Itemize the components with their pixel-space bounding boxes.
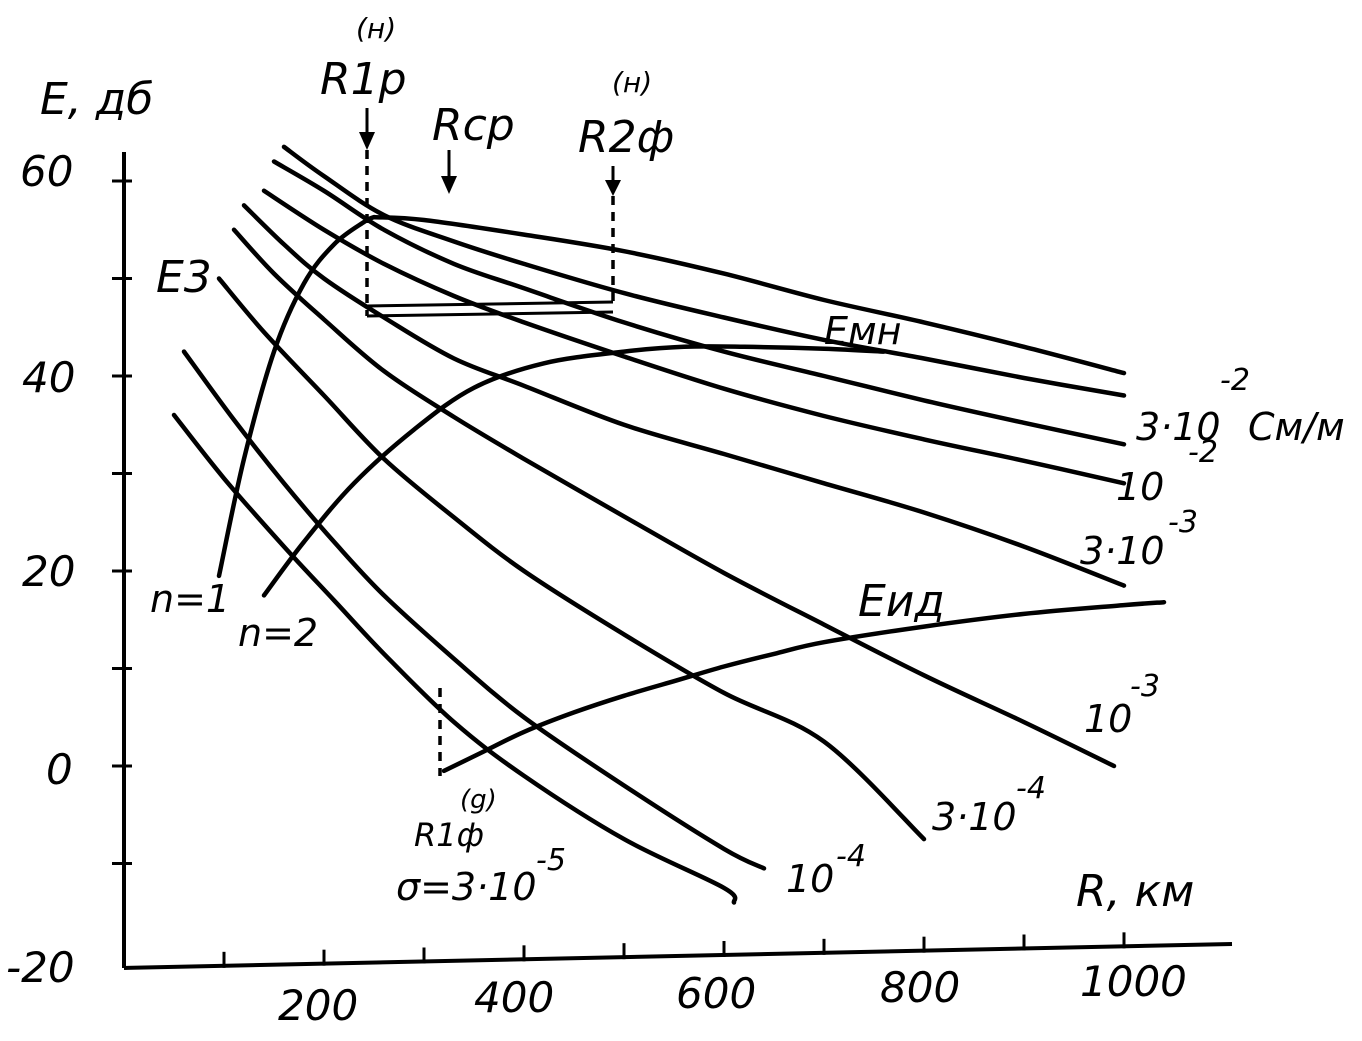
rcp-arrow-head [441,176,457,194]
y-axis-label: E, дб [40,74,153,125]
curve-series-4 [231,227,1117,769]
x-tick-label-400: 400 [474,973,554,1022]
curves [171,144,1167,905]
y-tick-label-40: 40 [22,353,75,402]
axes [122,152,1233,970]
conductivity-1e-2-exp: -2 [1188,435,1218,470]
curve-labels: E3 Eмн Eид n=1 n=2 3·10 -2 См/м 10 -2 3·… [150,252,1345,909]
emn-label: Eмн [824,309,902,353]
r2f-label: R2ф [578,112,674,163]
r2f-arrow-head [605,180,621,196]
r2f-sup-label: (н) [612,66,652,99]
x-tick-label-1000: 1000 [1080,957,1187,1006]
curve-series-9 [441,599,1167,774]
r1p-sup-label: (н) [356,12,396,45]
horizontal-bracket-upper [366,300,614,308]
curve-series-8 [371,214,1127,376]
r1f-label: R1ф [414,816,484,854]
curve-series-7 [171,412,738,905]
horizontal-bracket-lower [366,310,614,318]
y-tick-labels: 60 40 20 0 -20 [6,147,75,992]
x-tick-label-200: 200 [278,981,358,1030]
conductivity-3e-4-exp: -4 [1016,771,1046,806]
y-tick-label-60: 60 [20,147,73,196]
conductivity-3e-2-exp: -2 [1220,363,1250,398]
conductivity-3e-2-label: 3·10 [1136,405,1221,449]
conductivity-1e-4-exp: -4 [836,839,866,874]
conductivity-1e-3-label: 10 [1084,697,1132,741]
marker-labels: (н) R1p Rcp (н) R2ф (g) R1ф [320,12,674,854]
n2-label: n=2 [238,611,318,655]
conductivity-1e-4-label: 10 [786,857,834,901]
conductivity-1e-2-label: 10 [1116,465,1164,509]
e3-label: E3 [156,252,212,303]
conductivity-3e-3-label: 3·10 [1080,529,1165,573]
r1p-arrow-head [359,132,375,150]
marker-lines [359,108,621,776]
curve-series-1 [271,159,1127,447]
curve-series-10 [216,214,377,579]
conductivity-3e-5-label: σ=3·10 [396,865,537,909]
conductivity-3e-3-exp: -3 [1168,505,1198,540]
x-tick-label-800: 800 [880,963,960,1012]
n1-label: n=1 [150,577,230,621]
conductivity-3e-5-exp: -5 [536,843,566,878]
r1p-label: R1p [320,54,407,105]
x-axis-label: R, км [1076,866,1194,917]
y-tick-label-minus20: -20 [6,943,75,992]
x-tick-label-600: 600 [676,969,756,1018]
conductivity-1e-3-exp: -3 [1130,669,1160,704]
r1f-sup-label: (g) [460,785,497,815]
curve-series-5 [216,276,927,842]
x-axis [123,942,1233,970]
curve-series-3 [241,203,1127,588]
conductivity-unit-label: См/м [1248,405,1345,449]
eid-label: Eид [858,576,945,627]
tick-marks [112,179,1126,968]
y-tick-label-20: 20 [22,547,75,596]
curve-series-2 [261,188,1127,486]
curve-series-6 [181,349,767,871]
rcp-label: Rcp [432,100,515,151]
curve-series-11 [261,344,887,598]
x-tick-labels: 200 400 600 800 1000 [278,957,1187,1030]
y-tick-label-0: 0 [46,745,73,794]
curve-series-0 [281,144,1127,398]
conductivity-3e-4-label: 3·10 [932,795,1017,839]
